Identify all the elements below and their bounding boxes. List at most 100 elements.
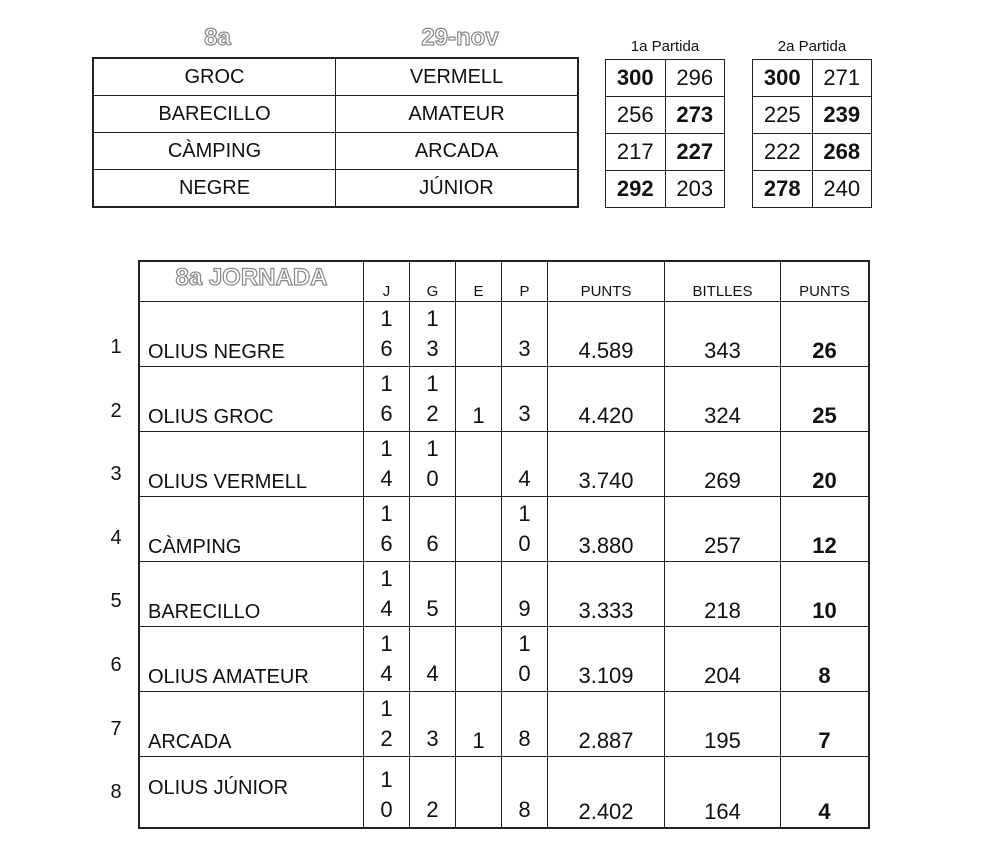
rank-number: 3 <box>110 463 122 486</box>
drawn: 1 <box>455 691 502 757</box>
points: 2.887 <box>547 691 665 757</box>
total-points: 26 <box>780 301 870 367</box>
rank-number: 2 <box>110 399 122 422</box>
away-team: ARCADA <box>335 132 579 170</box>
pins: 324 <box>664 366 781 432</box>
drawn <box>455 431 502 497</box>
won: 2 <box>409 756 456 829</box>
standings-row: OLIUS GROC 16 12 1 3 4.420 324 25 <box>138 366 870 432</box>
lost: 8 <box>501 691 548 757</box>
points: 3.333 <box>547 561 665 627</box>
home-team: BARECILLO <box>92 95 336 133</box>
played: 10 <box>363 756 410 829</box>
standings-row: OLIUS NEGRE 16 13 3 4.589 343 26 <box>138 301 870 367</box>
home-score: 225 <box>752 96 813 134</box>
lost-value: 4 <box>518 466 531 491</box>
away-score: 296 <box>664 59 725 97</box>
played-value: 14 <box>380 631 393 686</box>
rank-number: 8 <box>110 781 122 804</box>
standings-row: OLIUS AMATEUR 14 4 10 3.109 204 8 <box>138 626 870 692</box>
drawn <box>455 496 502 562</box>
col-total-punts: PUNTS <box>780 260 870 302</box>
away-score: 239 <box>811 96 872 134</box>
away-score: 273 <box>664 96 725 134</box>
game2-scores: 300 271 225 239 222 268 278 240 <box>752 59 872 208</box>
col-j: J <box>363 260 410 302</box>
score-row: 300 271 <box>752 59 872 97</box>
drawn: 1 <box>455 366 502 432</box>
total-points: 10 <box>780 561 870 627</box>
played-value: 14 <box>380 436 393 491</box>
lost-value: 8 <box>518 726 531 751</box>
lost: 9 <box>501 561 548 627</box>
drawn <box>455 626 502 692</box>
away-score: 227 <box>664 133 725 171</box>
away-score: 268 <box>811 133 872 171</box>
lost-value: 3 <box>518 336 531 361</box>
played-value: 16 <box>380 501 393 556</box>
played: 16 <box>363 496 410 562</box>
pins: 164 <box>664 756 781 829</box>
home-score: 217 <box>605 133 666 171</box>
col-punts: PUNTS <box>547 260 665 302</box>
points: 3.109 <box>547 626 665 692</box>
played: 16 <box>363 301 410 367</box>
lost: 3 <box>501 366 548 432</box>
standings-row: OLIUS JÚNIOR 10 2 8 2.402 164 4 <box>138 756 870 829</box>
pins: 204 <box>664 626 781 692</box>
match-row: BARECILLO AMATEUR <box>92 95 579 133</box>
lost: 4 <box>501 431 548 497</box>
lost-value: 9 <box>518 596 531 621</box>
standings-row: ARCADA 12 3 1 8 2.887 195 7 <box>138 691 870 757</box>
game2-label: 2a Partida <box>777 38 847 55</box>
pins: 257 <box>664 496 781 562</box>
total-points: 4 <box>780 756 870 829</box>
won: 12 <box>409 366 456 432</box>
played: 14 <box>363 561 410 627</box>
drawn <box>455 756 502 829</box>
team-name: BARECILLO <box>138 561 364 627</box>
won: 5 <box>409 561 456 627</box>
lost: 10 <box>501 626 548 692</box>
total-points: 12 <box>780 496 870 562</box>
points: 3.880 <box>547 496 665 562</box>
won: 13 <box>409 301 456 367</box>
total-points: 20 <box>780 431 870 497</box>
match-row: GROC VERMELL <box>92 57 579 96</box>
standings-row: BARECILLO 14 5 9 3.333 218 10 <box>138 561 870 627</box>
points: 3.740 <box>547 431 665 497</box>
played-value: 14 <box>380 566 393 621</box>
played: 14 <box>363 431 410 497</box>
played-value: 12 <box>380 696 393 751</box>
home-score: 300 <box>605 59 666 97</box>
home-team: CÀMPING <box>92 132 336 170</box>
col-bitlles: BITLLES <box>664 260 781 302</box>
home-score: 256 <box>605 96 666 134</box>
col-e: E <box>455 260 502 302</box>
score-row: 256 273 <box>605 96 725 134</box>
won-value: 6 <box>426 531 439 556</box>
pins: 195 <box>664 691 781 757</box>
round-label: 8a <box>204 23 232 51</box>
total-points: 25 <box>780 366 870 432</box>
lost: 8 <box>501 756 548 829</box>
points: 2.402 <box>547 756 665 829</box>
matches-table: GROC VERMELL BARECILLO AMATEUR CÀMPING ARCADA… <box>92 57 579 208</box>
score-row: 300 296 <box>605 59 725 97</box>
score-row: 278 240 <box>752 170 872 208</box>
rank-number: 4 <box>110 526 122 549</box>
won-value: 3 <box>426 726 439 751</box>
away-team: JÚNIOR <box>335 169 579 208</box>
match-row: NEGRE JÚNIOR <box>92 169 579 208</box>
standings-table: 8a JORNADA J G E P PUNTS BITLLES PUNTS O… <box>138 260 870 829</box>
away-score: 271 <box>811 59 872 97</box>
won-value: 2 <box>426 797 439 822</box>
away-score: 203 <box>664 170 725 208</box>
won-value: 12 <box>426 371 439 426</box>
lost: 3 <box>501 301 548 367</box>
won-value: 5 <box>426 596 439 621</box>
rank-number: 5 <box>110 590 122 613</box>
date-label: 29-nov <box>421 23 500 51</box>
game1-scores: 300 296 256 273 217 227 292 203 <box>605 59 725 208</box>
team-name: CÀMPING <box>138 496 364 562</box>
